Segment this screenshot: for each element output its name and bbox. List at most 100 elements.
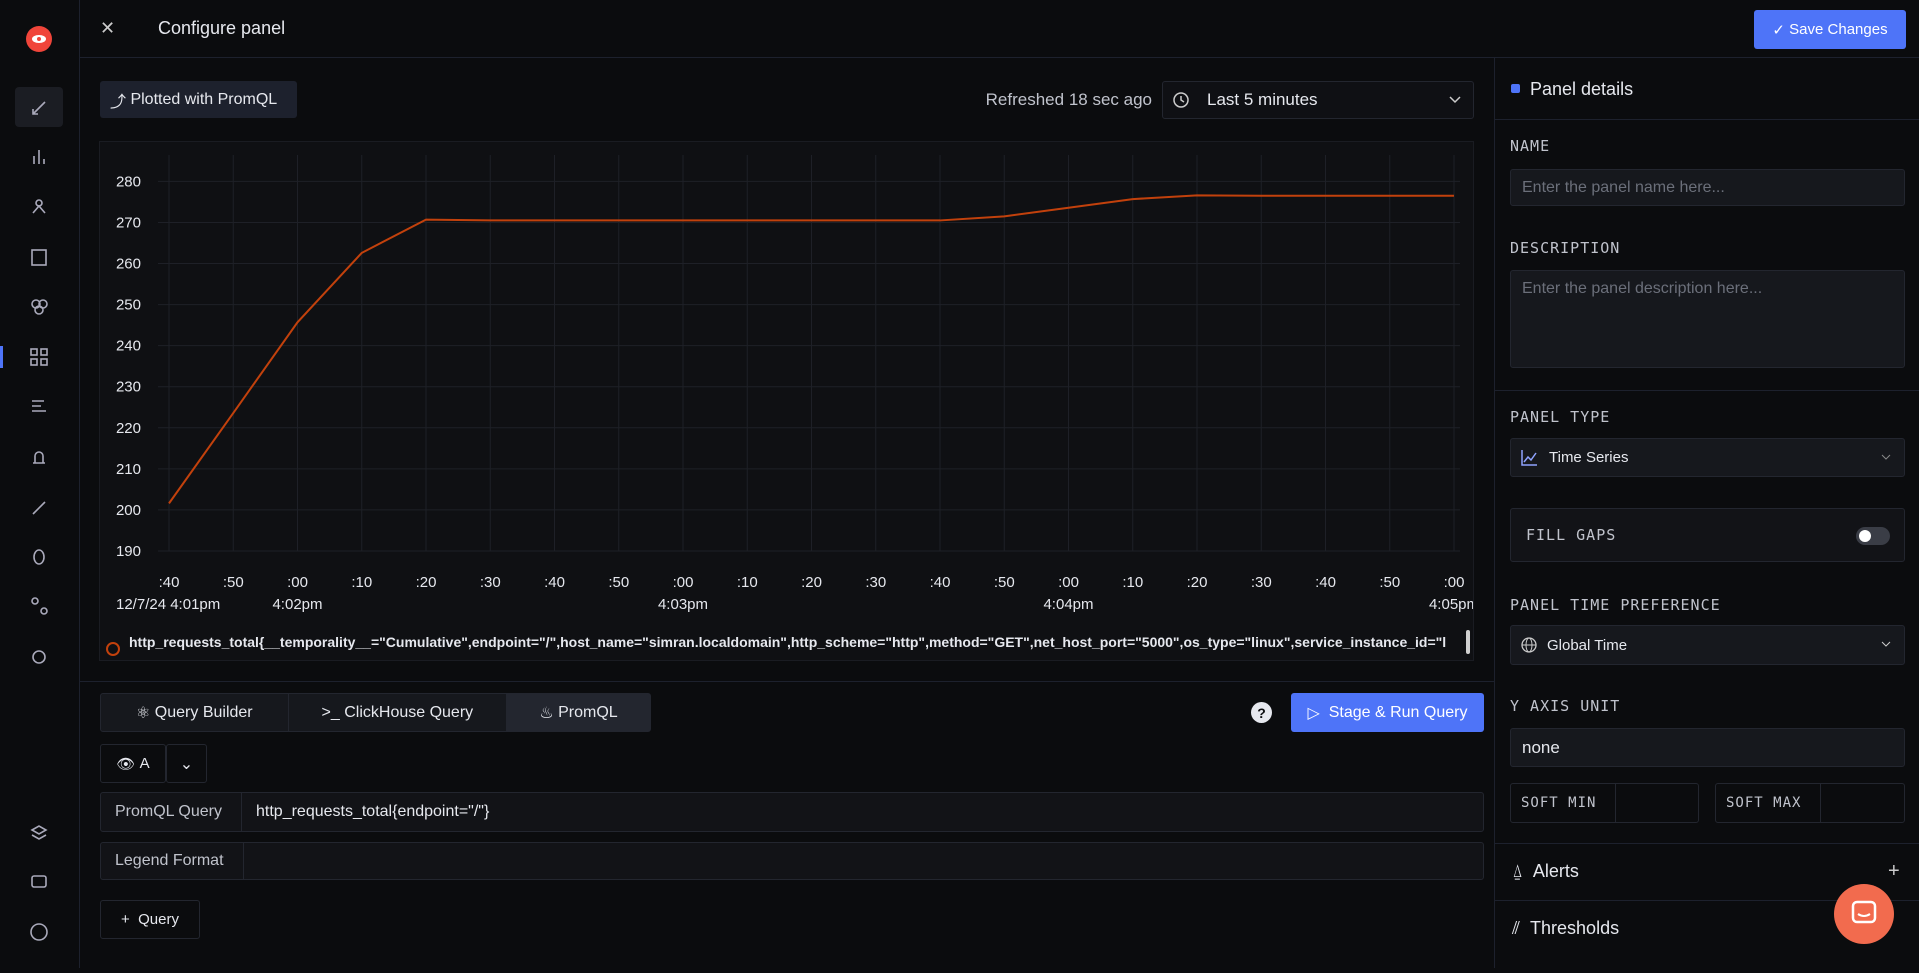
chip-icon: ⤴ bbox=[110, 93, 131, 111]
y-tick-label: 250 bbox=[116, 297, 141, 314]
x-tick-label: :30 bbox=[480, 574, 501, 591]
soft-max-box[interactable] bbox=[1715, 783, 1905, 823]
y-tick-label: 260 bbox=[116, 256, 141, 273]
stage-run-button[interactable]: ▷ Stage & Run Query bbox=[1291, 693, 1484, 732]
alerts-add[interactable]: + bbox=[1888, 859, 1900, 882]
time-range-select[interactable]: Last 5 minutes bbox=[1162, 81, 1474, 119]
x-tick-label: :30 bbox=[865, 574, 886, 591]
tab-label: Query Builder bbox=[154, 703, 253, 721]
y-axis-unit-input[interactable]: none bbox=[1510, 728, 1905, 767]
y-tick-label: 280 bbox=[116, 173, 141, 190]
thresholds-label: Thresholds bbox=[1530, 917, 1620, 938]
help-icon[interactable]: ? bbox=[1251, 702, 1272, 723]
y-tick-label: 220 bbox=[116, 420, 141, 437]
fill-gaps-toggle[interactable] bbox=[1856, 527, 1890, 545]
x-tick-label: :20 bbox=[416, 574, 437, 591]
x-tick-label: :10 bbox=[351, 574, 372, 591]
save-label: Save Changes bbox=[1789, 21, 1888, 38]
x-tick-label: :00 bbox=[1058, 574, 1079, 591]
x-tick-label: :40 bbox=[159, 574, 180, 591]
panel-type-select[interactable]: Time Series bbox=[1510, 438, 1905, 477]
x-tick-label: :40 bbox=[1315, 574, 1336, 591]
sidebar bbox=[0, 0, 80, 968]
x-tick-label: :50 bbox=[608, 574, 629, 591]
time-preference-select[interactable]: Global Time bbox=[1510, 625, 1905, 665]
tab[interactable]: ⚛ Query Builder bbox=[101, 694, 289, 731]
nav-icons bbox=[0, 26, 63, 941]
right-panel bbox=[1494, 58, 1919, 968]
x-tick-label: :10 bbox=[737, 574, 758, 591]
divider bbox=[80, 681, 1494, 682]
save-button[interactable]: ✓ Save Changes bbox=[1754, 10, 1906, 49]
x-tick-label: :40 bbox=[544, 574, 565, 591]
x-tick-label: :50 bbox=[223, 574, 244, 591]
time-preference-label: PANEL TIME PREFERENCE bbox=[1510, 596, 1721, 614]
chip-lang: PromQL bbox=[217, 90, 278, 108]
alerts[interactable]: ⍙ Alerts bbox=[1512, 860, 1579, 881]
add-query-button[interactable]: + Query bbox=[100, 900, 200, 939]
divider bbox=[1495, 843, 1919, 844]
y-tick-label: 210 bbox=[116, 461, 141, 478]
x-tick-label: :40 bbox=[930, 574, 951, 591]
legend: http_requests_total{__temporality__="Cum… bbox=[106, 634, 1446, 656]
stage-label: Stage & Run Query bbox=[1328, 703, 1468, 721]
chart: 190 200 210 220 230 240 250 260 270 280:40 12/7/24… bbox=[99, 141, 1474, 661]
name-label: NAME bbox=[1510, 137, 1551, 155]
legend-scrollbar bbox=[1466, 630, 1470, 654]
description-label: DESCRIPTION bbox=[1510, 239, 1621, 257]
x-tick-label: :50 bbox=[994, 574, 1015, 591]
x-tick-label: :20 bbox=[1187, 574, 1208, 591]
alerts-label: Alerts bbox=[1532, 860, 1579, 881]
soft-min-box[interactable] bbox=[1510, 783, 1699, 823]
x-tick-label: :30 bbox=[1251, 574, 1272, 591]
top-bar bbox=[80, 0, 1919, 58]
y-tick-label: 190 bbox=[116, 543, 141, 560]
soft-min-label: SOFT MIN bbox=[1510, 783, 1616, 823]
x-sublabel: 4:05pm bbox=[1429, 596, 1474, 613]
panel-title: Panel details bbox=[1530, 78, 1634, 99]
fill-gaps-label: FILL GAPS bbox=[1526, 526, 1617, 544]
close-button[interactable]: ✕ bbox=[100, 17, 116, 38]
legend-marker bbox=[106, 642, 120, 656]
soft-max-label: SOFT MAX bbox=[1715, 783, 1821, 823]
time-icons bbox=[1173, 92, 1461, 108]
fill-gaps-box bbox=[1510, 508, 1905, 562]
y-tick-label: 240 bbox=[116, 338, 141, 355]
tab-active[interactable]: ♨ PromQL bbox=[507, 694, 650, 731]
y-tick-label: 230 bbox=[116, 379, 141, 396]
x-sublabel: 4:04pm bbox=[1043, 596, 1093, 613]
page-title: Configure panel bbox=[158, 17, 286, 38]
x-tick-label: :20 bbox=[801, 574, 822, 591]
divider bbox=[1495, 900, 1919, 901]
legend-label: http_requests_total{__temporality__="Cum… bbox=[129, 634, 1446, 650]
promql-input[interactable]: http_requests_total{endpoint="/"} bbox=[256, 803, 490, 820]
legend-row[interactable] bbox=[100, 842, 1484, 880]
x-tick-label: :50 bbox=[1379, 574, 1400, 591]
x-tick-label: :00 bbox=[1444, 574, 1465, 591]
x-tick-label: :00 bbox=[673, 574, 694, 591]
tab[interactable]: >_ ClickHouse Query bbox=[289, 694, 508, 731]
tab-label: ClickHouse Query bbox=[344, 703, 474, 721]
x-sublabel: 4:03pm bbox=[658, 596, 708, 613]
plotted-with-chip: ⤴ Plotted with PromQL bbox=[100, 81, 297, 118]
query-name[interactable]: 👁 A bbox=[100, 744, 166, 783]
x-tick-label: :00 bbox=[287, 574, 308, 591]
y-axis-unit-label: Y AXIS UNIT bbox=[1510, 697, 1621, 715]
panel-type-label: PANEL TYPE bbox=[1510, 408, 1611, 426]
query-chevron[interactable]: ⌄ bbox=[166, 744, 207, 783]
thresholds[interactable]: ⫽ Thresholds bbox=[1512, 917, 1620, 938]
query-letter: A bbox=[139, 755, 150, 772]
chip-text: Plotted with bbox=[130, 90, 214, 108]
description-input[interactable]: Enter the panel description here... bbox=[1510, 270, 1905, 368]
series-line bbox=[168, 194, 1454, 504]
type-icons bbox=[1521, 450, 1891, 466]
legend-label: Legend Format bbox=[100, 842, 244, 880]
square-icon bbox=[1511, 84, 1520, 93]
y-tick-label: 200 bbox=[116, 502, 141, 519]
refreshed-text: Refreshed 18 sec ago bbox=[985, 90, 1152, 109]
divider bbox=[1495, 390, 1919, 391]
chat-button[interactable] bbox=[1834, 884, 1894, 944]
add-label: Query bbox=[138, 911, 179, 928]
query-tabs: ⚛ Query Builder >_ ClickHouse Query ♨ Pr… bbox=[100, 693, 651, 732]
name-input[interactable]: Enter the panel name here... bbox=[1510, 169, 1905, 206]
